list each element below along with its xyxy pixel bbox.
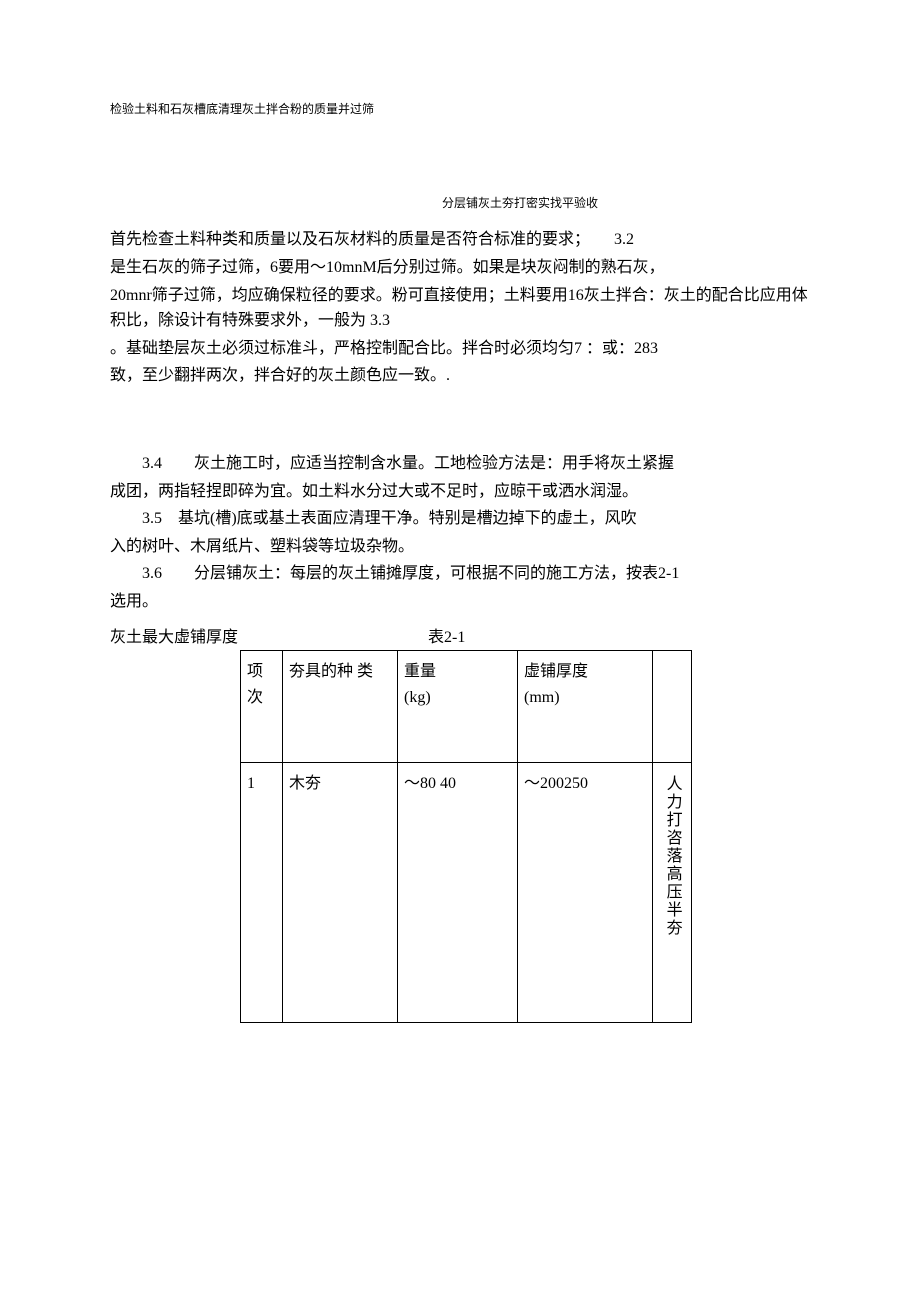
th-num: 项 次 — [241, 651, 283, 763]
table-header-row: 项 次 夯具的种 类 重量 (kg) 虚铺厚度 (mm) — [241, 651, 692, 763]
para-3-4-a: 3.4 灰土施工时，应适当控制含水量。工地检验方法是：用手将灰土紧握 — [110, 451, 810, 477]
td-num: 1 — [241, 763, 283, 1023]
table-title-right: 表2-1 — [428, 625, 465, 651]
para-3-2-line2: 是生石灰的筛子过筛，6要用〜10mnM后分别过筛。如果是块灰闷制的熟石灰， — [110, 255, 810, 281]
th-weight-l1: 重量 — [404, 659, 511, 685]
table-row: 1 木夯 〜80 40 〜200250 人力打咨落高压半夯 — [241, 763, 692, 1023]
th-thick-l1: 虚铺厚度 — [524, 659, 646, 685]
para-3-2-line5: 致，至少翻拌两次，拌合好的灰土颜色应一致。. — [110, 363, 810, 389]
para-3-5-a: 3.5 基坑(槽)底或基土表面应清理干净。特别是槽边掉下的虚土，风吹 — [110, 506, 810, 532]
th-weight-l2: (kg) — [404, 685, 511, 711]
th-thick: 虚铺厚度 (mm) — [518, 651, 653, 763]
para-3-2-line1: 首先检查土料种类和质量以及石灰材料的质量是否符合标准的要求； 3.2 — [110, 227, 810, 253]
para-3-6-a: 3.6 分层铺灰土：每层的灰土铺摊厚度，可根据不同的施工方法，按表2-1 — [110, 561, 810, 587]
th-weight: 重量 (kg) — [398, 651, 518, 763]
para-3-6-b: 选用。 — [110, 589, 810, 615]
para-3-2-line4: 。基础垫层灰土必须过标准斗，严格控制配合比。拌合时必须均匀7 ：或：283 — [110, 336, 810, 362]
th-type: 夯具的种 类 — [283, 651, 398, 763]
top-note: 检验土料和石灰槽底清理灰土拌合粉的质量并过筛 — [110, 100, 810, 119]
table-title-row: 灰土最大虚铺厚度 表2-1 — [110, 625, 810, 651]
td-type: 木夯 — [283, 763, 398, 1023]
td-thick: 〜200250 — [518, 763, 653, 1023]
thickness-table: 项 次 夯具的种 类 重量 (kg) 虚铺厚度 (mm) 1 木夯 〜80 40… — [240, 650, 692, 1023]
th-thick-l2: (mm) — [524, 685, 646, 711]
td-note: 人力打咨落高压半夯 — [653, 763, 692, 1023]
para-3-4-b: 成团，两指轻捏即碎为宜。如土料水分过大或不足时，应晾干或洒水润湿。 — [110, 479, 810, 505]
th-note — [653, 651, 692, 763]
center-subtitle: 分层铺灰土夯打密实找平验收 — [230, 194, 810, 213]
td-weight: 〜80 40 — [398, 763, 518, 1023]
para-3-5-b: 入的树叶、木屑纸片、塑料袋等垃圾杂物。 — [110, 534, 810, 560]
td-note-vertical: 人力打咨落高压半夯 — [659, 771, 685, 937]
para-3-2-line3: 20mnr筛子过筛，均应确保粒径的要求。粉可直接使用；土料要用16灰土拌合：灰土… — [110, 283, 810, 334]
table-title-left: 灰土最大虚铺厚度 — [110, 625, 238, 651]
